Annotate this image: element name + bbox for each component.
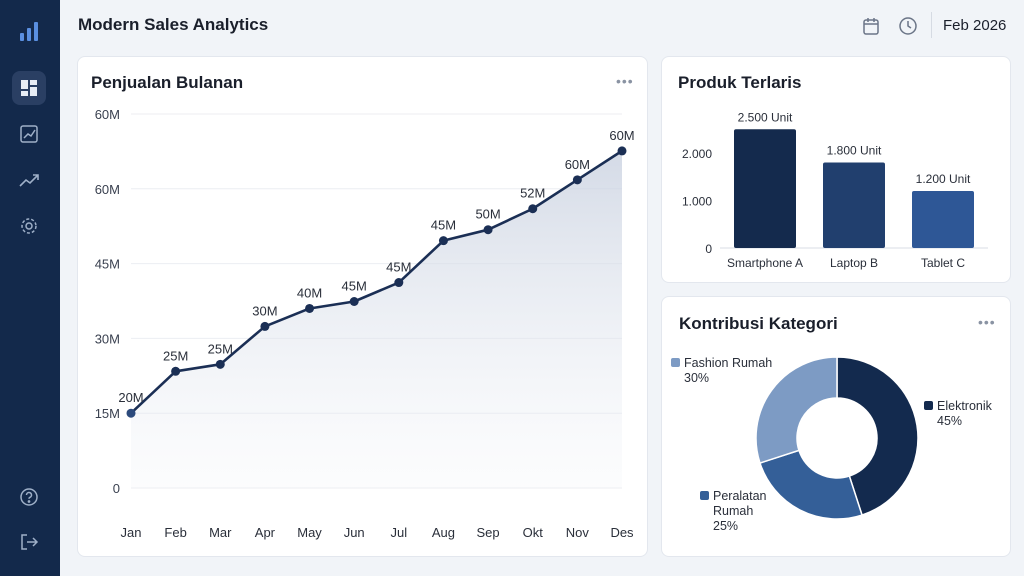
trend-icon[interactable] xyxy=(12,163,46,197)
x-tick-label: Jun xyxy=(344,525,365,540)
y-tick-label: 2.000 xyxy=(682,147,712,161)
data-label: 50M xyxy=(475,207,500,222)
bar xyxy=(912,191,974,248)
data-label: 30M xyxy=(252,303,277,318)
sidebar xyxy=(0,0,60,576)
x-tick-label: Mar xyxy=(209,525,232,540)
x-tick-label: Laptop B xyxy=(830,256,878,270)
data-label: 2.500 Unit xyxy=(738,110,793,124)
category-contribution-card: Kontribusi Kategori ••• Elektronik 45% Per… xyxy=(661,296,1011,557)
data-point xyxy=(126,408,136,418)
data-point xyxy=(171,366,181,376)
monthly-sales-card: Penjualan Bulanan ••• 0 15M 30M 45M 60M 60M 20… xyxy=(77,56,648,557)
x-tick-label: Okt xyxy=(523,525,544,540)
help-icon[interactable] xyxy=(12,480,46,514)
y-tick-label: 30M xyxy=(95,331,120,346)
legend-label: Peralatan Rumah xyxy=(713,489,767,518)
bar xyxy=(823,162,885,248)
legend-value: 30% xyxy=(684,371,709,385)
x-tick-label: Jan xyxy=(121,525,142,540)
data-label: 45M xyxy=(342,278,367,293)
legend-swatch xyxy=(700,491,709,500)
bar-chart: 0 1.000 2.000 2.500 Unit Smartphone A 1.800 U… xyxy=(682,110,988,270)
x-tick-label: Aug xyxy=(432,525,455,540)
bar xyxy=(734,129,796,248)
logout-icon[interactable] xyxy=(12,525,46,559)
data-point xyxy=(617,146,627,156)
data-point xyxy=(483,225,493,235)
data-label: 1.200 Unit xyxy=(916,172,971,186)
y-tick-label: 60M xyxy=(95,107,120,122)
data-label: 25M xyxy=(163,348,188,363)
legend-value: 45% xyxy=(937,414,962,428)
donut-slice xyxy=(836,356,919,516)
data-point xyxy=(305,303,315,313)
dashboard-icon[interactable] xyxy=(12,71,46,105)
card-title: Kontribusi Kategori xyxy=(679,314,838,333)
x-tick-label: Sep xyxy=(477,525,500,540)
data-label: 20M xyxy=(118,390,143,405)
legend-label: Elektronik xyxy=(937,399,993,413)
gear-icon[interactable] xyxy=(12,209,46,243)
line-chart: 0 15M 30M 45M 60M 60M 20M Jan 25M Feb 25M Mar 30M Apr… xyxy=(95,107,635,540)
x-tick-label: Smartphone A xyxy=(727,256,803,270)
more-options-icon[interactable]: ••• xyxy=(616,73,634,89)
data-label: 1.800 Unit xyxy=(827,144,882,158)
date-selector[interactable]: Feb 2026 xyxy=(943,17,1007,34)
data-point xyxy=(438,236,448,246)
data-label: 45M xyxy=(386,260,411,275)
more-options-icon[interactable]: ••• xyxy=(978,314,996,330)
data-label: 40M xyxy=(297,285,322,300)
clock-icon[interactable] xyxy=(898,16,918,36)
data-label: 60M xyxy=(565,157,590,172)
legend-label: Fashion Rumah xyxy=(684,356,772,370)
bar-chart-logo-icon xyxy=(12,14,46,48)
y-tick-label: 45M xyxy=(95,257,120,272)
x-tick-label: Nov xyxy=(566,525,590,540)
y-tick-label: 0 xyxy=(113,481,120,496)
data-label: 25M xyxy=(208,341,233,356)
x-tick-label: Feb xyxy=(164,525,186,540)
header-divider xyxy=(931,12,932,38)
y-tick-label: 60M xyxy=(95,182,120,197)
area-fill xyxy=(131,150,622,488)
data-point xyxy=(260,321,270,331)
x-tick-label: Des xyxy=(610,525,634,540)
donut-slice xyxy=(759,449,863,520)
data-label: 45M xyxy=(431,218,456,233)
card-title: Produk Terlaris xyxy=(678,73,802,92)
series-line xyxy=(130,149,623,415)
data-point xyxy=(215,359,225,369)
x-tick-label: May xyxy=(297,525,322,540)
line-chart-icon[interactable] xyxy=(12,117,46,151)
card-title: Penjualan Bulanan xyxy=(91,73,244,92)
top-products-card: Produk Terlaris 0 1.000 2.000 2.500 Unit Sma… xyxy=(661,56,1011,283)
data-point xyxy=(528,204,538,214)
x-tick-label: Tablet C xyxy=(921,256,965,270)
data-point xyxy=(572,175,582,185)
legend-swatch xyxy=(924,401,933,410)
page-title: Modern Sales Analytics xyxy=(78,15,269,34)
data-label: 60M xyxy=(609,128,634,143)
y-tick-label: 0 xyxy=(705,242,712,256)
legend-value: 25% xyxy=(713,519,738,533)
x-tick-label: Apr xyxy=(255,525,276,540)
calendar-icon[interactable] xyxy=(861,16,881,36)
y-tick-label: 1.000 xyxy=(682,195,712,209)
x-tick-label: Jul xyxy=(391,525,408,540)
data-label: 52M xyxy=(520,186,545,201)
data-point xyxy=(349,296,359,306)
donut-slice xyxy=(755,356,838,464)
data-point xyxy=(394,278,404,288)
y-tick-label: 15M xyxy=(95,406,120,421)
legend-swatch xyxy=(671,358,680,367)
